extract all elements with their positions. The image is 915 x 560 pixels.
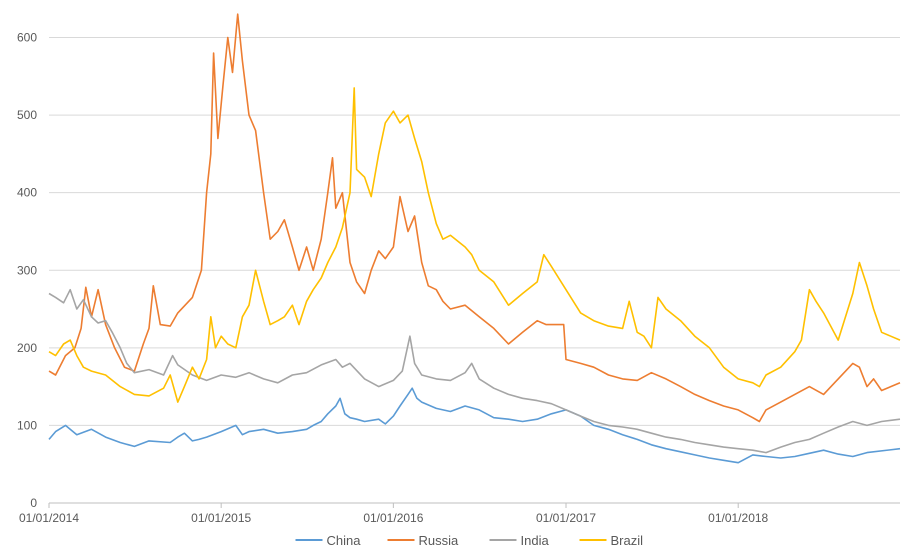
y-tick-label: 600 — [17, 31, 37, 45]
legend-item-brazil: Brazil — [579, 533, 644, 548]
legend-label: China — [327, 533, 362, 548]
legend-label: Brazil — [611, 533, 644, 548]
y-tick-label: 200 — [17, 341, 37, 355]
x-tick-label: 01/01/2014 — [19, 511, 79, 525]
series-line-russia — [48, 13, 901, 423]
x-tick-label: 01/01/2017 — [536, 511, 596, 525]
legend: China Russia India Brazil — [295, 533, 644, 548]
x-tick-label: 01/01/2015 — [191, 511, 251, 525]
series-line-brazil — [48, 87, 901, 403]
legend-label: Russia — [419, 533, 460, 548]
series-lines — [48, 13, 901, 464]
y-tick-label: 100 — [17, 418, 37, 432]
gridlines — [49, 37, 900, 426]
series-line-india — [48, 288, 901, 454]
legend-item-india: India — [489, 533, 550, 548]
x-tick-label: 01/01/2016 — [363, 511, 423, 525]
x-tick-label: 01/01/2018 — [708, 511, 768, 525]
legend-item-russia: Russia — [387, 533, 460, 548]
y-tick-label: 300 — [17, 263, 37, 277]
y-tick-label: 400 — [17, 186, 37, 200]
legend-item-china: China — [295, 533, 362, 548]
series-line-china — [48, 387, 901, 464]
legend-label: India — [521, 533, 550, 548]
y-tick-label: 0 — [30, 496, 37, 510]
axes: 0 100 200 300 400 500 600 01/01/2014 01/01/2015 0… — [17, 31, 900, 525]
y-tick-label: 500 — [17, 108, 37, 122]
